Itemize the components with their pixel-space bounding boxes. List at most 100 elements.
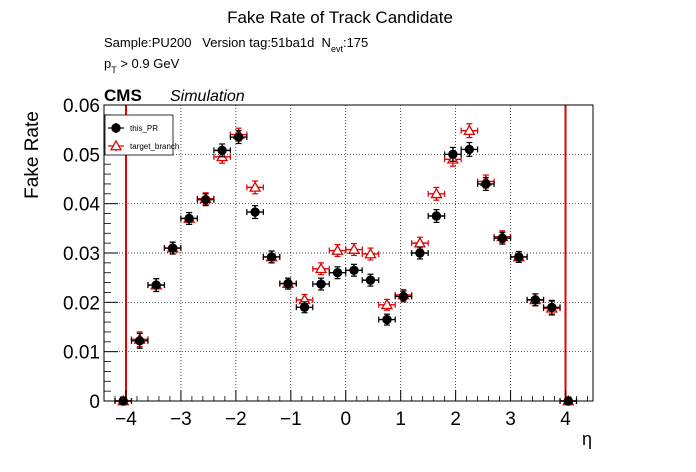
triangle-marker bbox=[463, 124, 476, 136]
data-point bbox=[246, 205, 264, 220]
data-point bbox=[460, 123, 479, 139]
y-tick-label: 0.02 bbox=[63, 293, 100, 314]
circle-marker bbox=[217, 145, 227, 156]
triangle-marker bbox=[331, 244, 344, 255]
circle-marker bbox=[481, 179, 491, 189]
subtitle-pt-subscript: T bbox=[111, 65, 117, 75]
data-point bbox=[559, 396, 578, 406]
data-point bbox=[378, 298, 396, 311]
circle-marker bbox=[332, 268, 343, 278]
data-point bbox=[509, 250, 528, 263]
data-point bbox=[444, 146, 462, 162]
legend-entry-this-PR: this_PR bbox=[108, 123, 158, 133]
triangle-marker bbox=[248, 181, 262, 192]
circle-marker bbox=[415, 248, 425, 258]
circle-marker bbox=[398, 291, 409, 302]
axes: −4 −3 −2 −1 0 1 2 3 4 0 0.01 0.02 0.03 0.04 0.05 0.06 bbox=[63, 96, 594, 430]
circle-marker bbox=[151, 280, 161, 290]
circle-marker bbox=[184, 213, 194, 224]
data-point bbox=[345, 263, 363, 277]
data-point bbox=[460, 141, 479, 157]
circle-marker bbox=[250, 207, 260, 217]
legend-label: this_PR bbox=[130, 124, 158, 133]
circle-marker bbox=[530, 295, 541, 305]
circle-marker bbox=[448, 149, 458, 160]
circle-marker bbox=[283, 278, 293, 289]
x-tick-label: 3 bbox=[505, 409, 516, 430]
x-tick-label: 4 bbox=[560, 409, 571, 430]
legend-marker bbox=[111, 123, 121, 133]
circle-marker bbox=[118, 396, 128, 406]
x-tick-label: 1 bbox=[395, 409, 406, 430]
triangle-marker bbox=[364, 247, 377, 259]
data-point bbox=[213, 143, 231, 158]
circle-marker bbox=[547, 302, 557, 312]
simulation-label: Simulation bbox=[170, 88, 245, 105]
x-axis-label: η bbox=[582, 429, 592, 449]
data-point bbox=[246, 180, 264, 195]
circle-marker bbox=[200, 195, 211, 205]
data-point bbox=[147, 278, 166, 293]
data-point bbox=[328, 266, 347, 280]
circle-marker bbox=[135, 336, 145, 346]
circle-marker bbox=[233, 132, 244, 142]
data-point bbox=[114, 396, 133, 406]
data-point bbox=[279, 277, 297, 290]
data-point bbox=[361, 273, 380, 287]
subtitle-pt-value: > 0.9 GeV bbox=[117, 56, 180, 71]
data-point bbox=[196, 193, 215, 207]
circle-marker bbox=[514, 252, 524, 262]
grid-lines bbox=[104, 105, 593, 401]
x-tick-label: 0 bbox=[340, 409, 351, 430]
circle-marker bbox=[497, 233, 508, 243]
data-point bbox=[312, 277, 330, 291]
series-this-PR bbox=[114, 130, 578, 406]
legend-entries: this_PR target_branch bbox=[108, 123, 179, 151]
y-tick-label: 0 bbox=[89, 392, 100, 413]
data-point bbox=[427, 208, 446, 224]
y-tick-label: 0.01 bbox=[63, 343, 100, 364]
legend-label: target_branch bbox=[130, 142, 179, 151]
x-tick-label: −3 bbox=[170, 409, 192, 430]
x-tick-label: 2 bbox=[450, 409, 461, 430]
chart-title: Fake Rate of Track Candidate bbox=[227, 8, 453, 27]
data-point bbox=[130, 332, 149, 349]
data-point bbox=[229, 130, 248, 145]
subtitle-nevt-subscript: evt bbox=[331, 44, 344, 54]
data-point bbox=[378, 313, 396, 326]
x-tick-label: −4 bbox=[115, 409, 137, 430]
y-tick-label: 0.06 bbox=[63, 96, 100, 117]
data-point bbox=[345, 243, 363, 257]
y-tick-label: 0.05 bbox=[63, 145, 100, 166]
data-series bbox=[114, 123, 578, 406]
legend-entry-target-branch: target_branch bbox=[108, 139, 179, 151]
subtitle-sample-text: Sample:PU200 Version tag:51ba1d N bbox=[104, 35, 331, 50]
y-axis-label: Fake Rate bbox=[22, 111, 43, 199]
data-point bbox=[295, 301, 314, 314]
triangle-marker bbox=[380, 298, 394, 310]
circle-marker bbox=[382, 314, 392, 325]
legend-marker bbox=[109, 139, 123, 151]
circle-marker bbox=[431, 211, 442, 221]
chart-subtitle-sample: Sample:PU200 Version tag:51ba1d Nevt:175 bbox=[104, 35, 368, 54]
circle-marker bbox=[365, 275, 376, 285]
circle-marker bbox=[316, 279, 326, 289]
circle-marker bbox=[563, 396, 573, 406]
data-point bbox=[361, 247, 380, 261]
x-tick-label: −1 bbox=[280, 409, 302, 430]
circle-marker bbox=[299, 302, 310, 312]
data-point bbox=[180, 211, 199, 225]
data-point bbox=[477, 176, 495, 191]
circle-marker bbox=[167, 243, 178, 253]
legend: this_PR target_branch bbox=[104, 114, 179, 156]
data-point bbox=[526, 293, 545, 307]
triangle-marker bbox=[347, 243, 361, 254]
y-tick-label: 0.04 bbox=[63, 195, 100, 216]
data-point bbox=[493, 231, 512, 245]
cms-label: CMS bbox=[104, 86, 142, 105]
circle-marker bbox=[266, 252, 277, 262]
chart-subtitle-pt-cut: pT > 0.9 GeV bbox=[104, 56, 180, 75]
data-point bbox=[427, 186, 446, 201]
